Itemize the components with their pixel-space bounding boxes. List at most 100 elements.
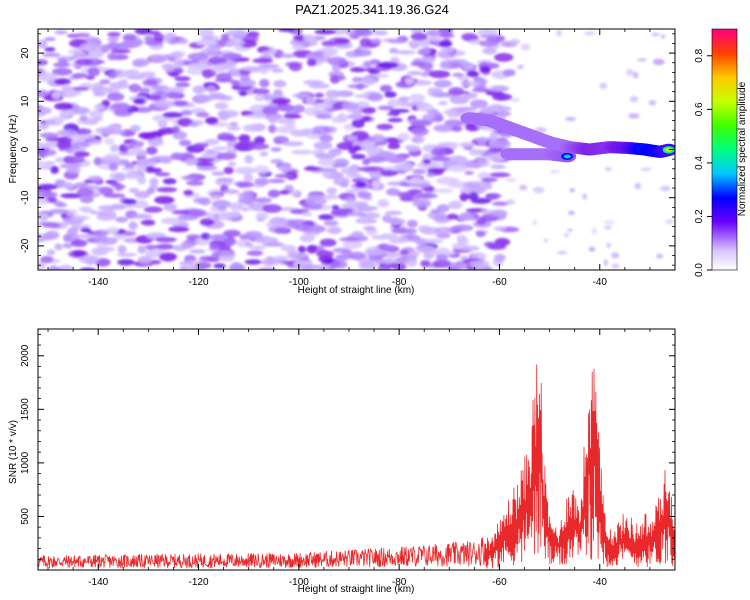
noise-blob [268,115,278,124]
noise-blob [363,212,381,219]
noise-blob [489,172,511,178]
noise-blob [215,72,233,82]
noise-blob [267,189,281,198]
noise-blob [280,244,297,252]
noise-blob [422,158,431,165]
noise-blob [240,75,251,82]
noise-blob [356,217,374,223]
noise-blob [223,229,241,238]
noise-blob [151,85,169,90]
noise-blob [346,113,364,120]
noise-blob [162,63,175,72]
noise-blob [292,44,305,51]
noise-blob [117,244,127,254]
noise-blob [39,132,59,138]
noise-blob [115,173,126,182]
noise-blob [568,210,575,216]
noise-blob [217,109,239,118]
noise-blob [355,101,370,108]
noise-blob [434,188,454,194]
noise-blob [254,136,266,145]
noise-blob [494,53,514,62]
noise-blob [195,161,215,167]
noise-blob [201,68,217,78]
noise-blob [604,167,612,172]
noise-blob [155,237,177,243]
noise-blob [412,168,427,175]
noise-blob [497,106,512,112]
noise-blob [243,124,261,132]
noise-blob [74,51,88,59]
noise-blob [312,102,333,110]
noise-blob [246,250,264,256]
noise-blob [410,119,433,127]
noise-blob [489,37,505,42]
noise-blob [490,164,506,169]
noise-blob [51,116,69,121]
noise-blob [469,260,490,268]
noise-blob [301,211,313,217]
noise-blob [479,66,491,74]
noise-blob [604,225,612,230]
noise-blob [131,213,153,219]
noise-blob [493,226,506,231]
noise-blob [428,70,451,79]
noise-blob [182,175,197,181]
noise-blob [137,245,147,254]
noise-blob [74,151,90,158]
noise-blob [359,37,372,47]
noise-blob [472,87,489,93]
noise-blob [167,56,176,62]
noise-blob [103,193,126,199]
noise-blob [87,175,103,181]
noise-blob [127,70,142,77]
noise-blob [629,96,639,103]
colorbar-ticks: 0.0 0.2 0.4 0.6 0.8 [694,48,712,277]
noise-blob [236,181,254,188]
noise-blob [351,153,366,160]
noise-blob [62,243,73,249]
noise-blob [396,191,417,198]
noise-blob [361,106,376,114]
noise-blob [449,142,458,150]
noise-blob [262,50,277,55]
noise-blob [63,234,73,243]
noise-blob [312,50,324,57]
noise-blob [238,134,251,143]
noise-blob [205,212,215,220]
noise-blob [367,92,384,102]
noise-blob [185,157,196,166]
noise-blob [458,213,475,221]
noise-blob [179,266,189,270]
noise-blob [502,69,516,77]
noise-blob [492,201,509,206]
noise-blob [44,47,56,52]
noise-blob [228,210,242,218]
noise-blob [216,177,234,182]
noise-blob [38,160,46,169]
noise-blob [363,226,376,231]
noise-blob [72,86,90,91]
noise-blob [128,83,141,93]
noise-blob [275,126,297,134]
spectrogram-y-tick-label: -20 [20,238,31,253]
noise-blob [209,243,221,250]
spectrogram-y-label: Frequency (Hz) [8,115,19,184]
signal-track-core [665,148,673,152]
noise-blob [437,247,450,255]
noise-blob [244,259,262,265]
snr-frame [37,328,676,571]
noise-blob [461,32,478,41]
noise-blob [417,48,431,56]
noise-blob [377,199,390,208]
noise-blob [451,125,463,132]
noise-blob [383,251,400,258]
noise-blob [452,72,464,78]
noise-blob [177,214,199,221]
noise-blob [459,192,468,202]
noise-blob [111,102,131,112]
noise-blob [177,117,193,127]
noise-blob [564,233,569,238]
noise-blob [119,159,130,164]
noise-blob [88,110,104,119]
